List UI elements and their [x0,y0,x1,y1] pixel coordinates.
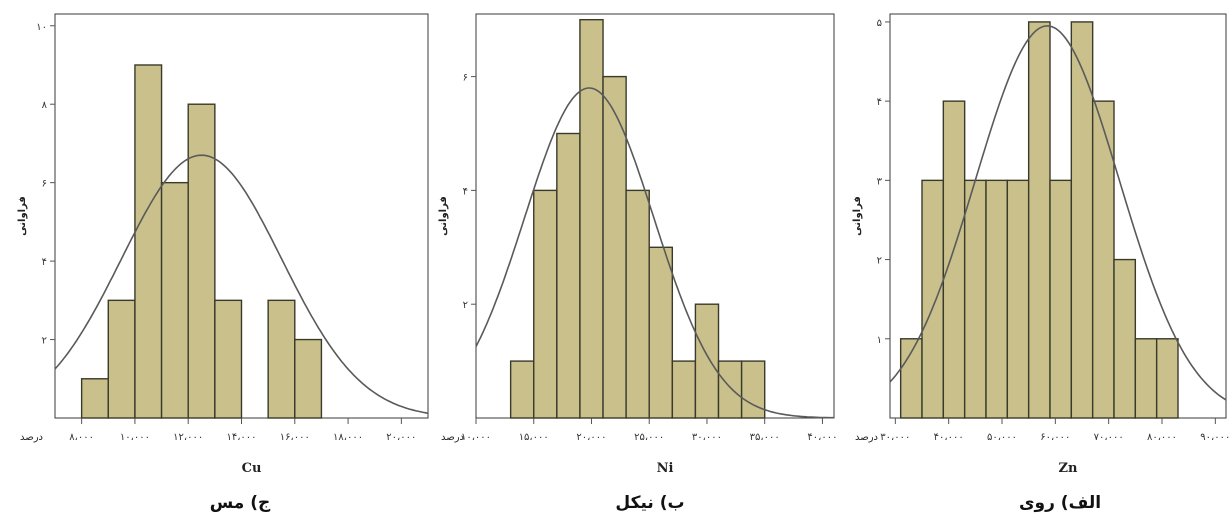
ni-caption: ب) نیکل [615,493,684,513]
zn-y-axis-label: فراوانی [852,196,863,236]
zn-x-tick-label-0: ۳۰،۰۰۰ [880,432,910,443]
zn-x-tick-label-2: ۵۰،۰۰۰ [987,432,1017,443]
zn-x-tick-label-4: ۷۰،۰۰۰ [1094,432,1124,443]
ni-bar-2 [556,132,581,419]
zn-y-tick-label-2: ۳ [877,176,883,187]
ni-x-unit-label: درصد [441,432,464,443]
cu-bar-5 [214,299,243,419]
ni-y-tick-label-2: ۶ [463,73,468,84]
ni-bar-6 [648,246,674,419]
zn-y-tick-label-0: ۱ [877,335,882,346]
zn-x-axis-label: Zn [1059,461,1078,476]
ni-bar-9 [717,360,743,419]
zn-x-tick-label-3: ۶۰،۰۰۰ [1040,432,1070,443]
zn-bar-2 [942,100,966,419]
ni-x-tick-label-5: ۳۵،۰۰۰ [750,432,780,443]
cu-bar-2 [134,64,163,419]
cu-x-axis-label: Cu [242,461,262,476]
ni-x-tick-label-6: ۴۰،۰۰۰ [807,432,837,443]
zn-bar-12 [1155,338,1179,419]
ni-y-axis-label: فراوانی [438,196,449,236]
cu-x-tick-label-2: ۱۲،۰۰۰ [173,432,203,443]
zn-bar-7 [1049,179,1073,419]
ni-bar-0 [509,360,535,419]
ni-bar-1 [533,189,558,419]
zn-caption: الف) روی [1019,493,1101,513]
cu-bar-3 [160,181,189,419]
ni-y-tick-label-1: ۴ [463,186,468,197]
zn-bar-3 [963,179,987,419]
zn-bar-1 [921,179,945,419]
zn-bar-5 [1006,179,1030,419]
cu-y-tick-label-3: ۸ [42,100,48,111]
cu-y-tick-label-1: ۴ [42,257,47,268]
cu-bar-7 [267,299,296,419]
zn-x-tick-label-1: ۴۰،۰۰۰ [934,432,964,443]
cu-bar-1 [107,299,136,419]
zn-y-tick-label-3: ۴ [877,97,882,108]
ni-x-tick-label-3: ۲۵،۰۰۰ [634,432,664,443]
cu-bar-8 [294,338,323,419]
cu-x-unit-label: درصد [20,432,43,443]
zn-bar-6 [1027,21,1051,419]
cu-x-tick-label-5: ۱۸،۰۰۰ [333,432,363,443]
cu-y-tick-label-4: ۱۰ [36,22,47,33]
cu-y-tick-label-0: ۲ [42,336,47,347]
cu-x-tick-label-3: ۱۴،۰۰۰ [226,432,256,443]
cu-y-tick-label-2: ۶ [42,179,47,190]
zn-y-tick-label-4: ۵ [877,18,882,29]
cu-x-tick-label-4: ۱۶،۰۰۰ [280,432,310,443]
ni-x-tick-label-2: ۲۰،۰۰۰ [576,432,606,443]
cu-x-tick-label-6: ۲۰،۰۰۰ [386,432,416,443]
ni-y-tick-label-0: ۲ [463,300,468,311]
ni-normal-curve [475,87,834,419]
zn-x-tick-label-5: ۸۰،۰۰۰ [1147,432,1177,443]
ni-bar-10 [740,360,766,419]
cu-normal-curve [54,154,429,415]
ni-bar-7 [671,360,697,419]
zn-x-unit-label: درصد [855,432,878,443]
cu-caption: ج) مس [210,493,271,513]
ni-x-tick-label-0: ۱۰،۰۰۰ [461,432,491,443]
ni-x-axis-label: Ni [657,461,674,476]
ni-bar-8 [694,303,720,419]
ni-x-tick-label-4: ۳۰،۰۰۰ [692,432,722,443]
cu-x-tick-label-1: ۱۰،۰۰۰ [120,432,150,443]
cu-y-axis-label: فراوانی [17,196,28,236]
zn-bar-9 [1091,100,1115,419]
zn-x-tick-label-6: ۹۰،۰۰۰ [1200,432,1229,443]
zn-bar-8 [1070,21,1094,419]
cu-x-tick-label-0: ۸،۰۰۰ [69,432,94,443]
ni-bar-3 [579,18,604,419]
zn-y-tick-label-1: ۲ [877,256,882,267]
cu-bar-0 [80,378,109,419]
zn-bar-11 [1134,338,1158,419]
ni-bar-5 [625,189,650,419]
zn-normal-curve [889,25,1227,401]
zn-bar-10 [1113,258,1137,419]
cu-bar-4 [187,103,216,419]
zn-bar-4 [985,179,1009,419]
ni-x-tick-label-1: ۱۵،۰۰۰ [519,432,549,443]
